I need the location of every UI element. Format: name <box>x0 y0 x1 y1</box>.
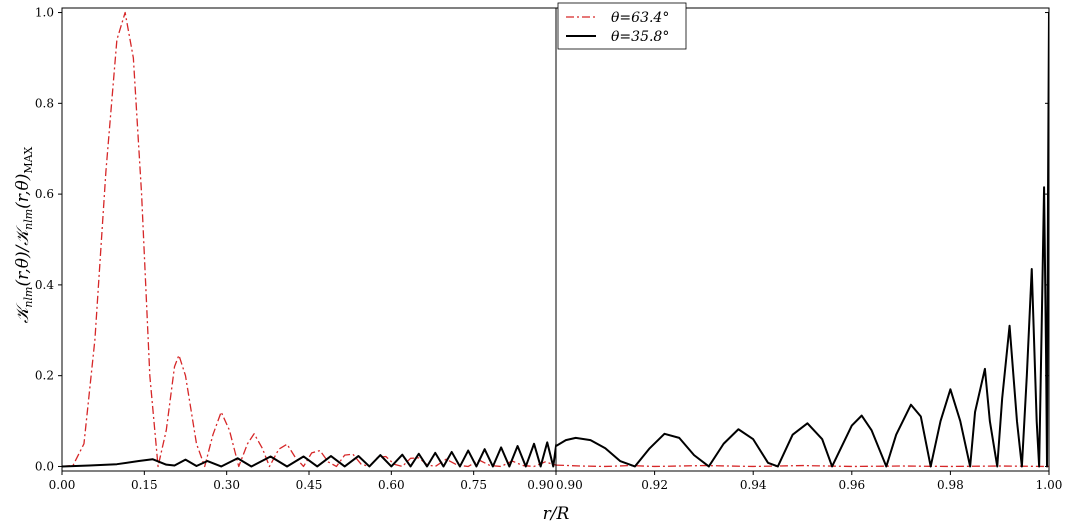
y-tick-label-1: 0.2 <box>35 369 54 383</box>
legend-box <box>557 2 687 50</box>
y-label-main: 𝒦 <box>13 302 33 323</box>
y-tick-label-3: 0.6 <box>35 187 54 201</box>
x-tick-label-right-5: 1.00 <box>1036 478 1063 492</box>
panel-left: 0.00 0.15 0.30 0.45 0.60 0.75 0.90 0.0 0.2 0.4 0.6… <box>35 6 1049 492</box>
series-line-1-right <box>556 464 1049 468</box>
x-tick-label-left-2: 0.30 <box>213 478 240 492</box>
series-line-2-right <box>556 11 1049 468</box>
y-label-sub2: nlm <box>22 209 35 230</box>
y-label-mid: (r,θ)/𝒦 <box>13 225 33 287</box>
y-axis-label: 𝒦nlm(r,θ)/𝒦nlm(r,θ)MAX <box>13 146 35 323</box>
y-tick-label-5: 1.0 <box>35 6 54 20</box>
legend: θ=63.4° θ=35.8° <box>557 2 687 50</box>
series-line-1-left <box>62 11 556 468</box>
x-tick-label-left-0: 0.00 <box>49 478 76 492</box>
y-label-sub1: nlm <box>22 287 35 308</box>
x-tick-label-left-3: 0.45 <box>296 478 323 492</box>
x-axis-label: r/R <box>543 504 570 524</box>
x-tick-label-right-2: 0.94 <box>740 478 767 492</box>
x-tick-label-left-4: 0.60 <box>378 478 405 492</box>
x-tick-label-right-0: 0.90 <box>556 478 583 492</box>
y-tick-label-4: 0.8 <box>35 96 54 110</box>
plot-frame-left <box>61 7 557 472</box>
x-tick-label-right-4: 0.98 <box>937 478 964 492</box>
series-line-2-left <box>62 440 556 468</box>
x-tick-label-left-6: 0.90 <box>527 478 554 492</box>
y-label-tail: (r,θ) <box>13 174 33 209</box>
legend-label-series-2: θ=35.8° <box>611 29 669 45</box>
x-tick-label-right-3: 0.96 <box>838 478 865 492</box>
y-tick-label-2: 0.4 <box>35 278 54 292</box>
x-tick-label-right-1: 0.92 <box>641 478 668 492</box>
y-label-sub3: MAX <box>22 146 35 173</box>
legend-label-series-1: θ=63.4° <box>611 10 669 26</box>
panel-right: 0.90 0.92 0.94 0.96 0.98 1.00 <box>555 7 1063 492</box>
y-tick-label-0: 0.0 <box>35 459 54 473</box>
x-tick-label-left-5: 0.75 <box>460 478 487 492</box>
plot-frame-right <box>555 7 1050 472</box>
x-tick-label-left-1: 0.15 <box>131 478 158 492</box>
